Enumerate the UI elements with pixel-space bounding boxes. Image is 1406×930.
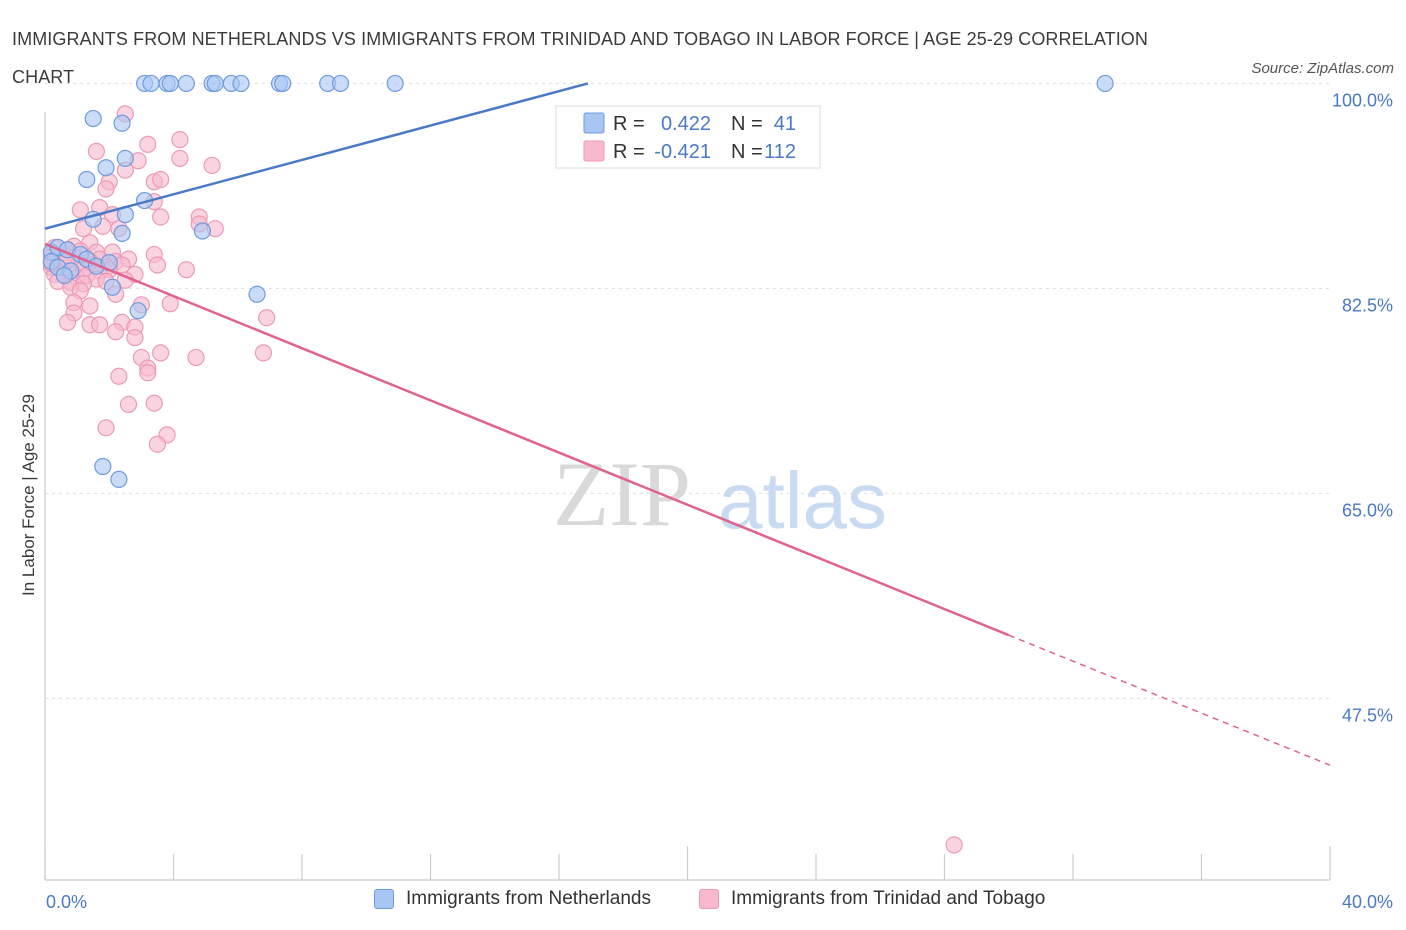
trinidad-point-74 (258, 309, 276, 327)
trinidad-point-70 (81, 297, 99, 315)
chart-title: IMMIGRANTS FROM NETHERLANDS VS IMMIGRANT… (12, 29, 1148, 87)
legend-item-netherlands: Immigrants from Netherlands (374, 888, 651, 910)
trinidad-point-77 (91, 316, 109, 334)
stats-n-value-1: 41 (774, 113, 796, 135)
stats-n-value-2: 112 (764, 141, 796, 163)
netherlands-point-16 (113, 114, 131, 132)
netherlands-point-12 (331, 74, 350, 93)
trinidad-point-87 (110, 367, 128, 385)
stats-r-value-1: 0.422 (661, 113, 711, 135)
axes (44, 112, 1331, 881)
netherlands-point-3 (161, 74, 179, 93)
netherlands-point-1 (142, 74, 160, 93)
tick-labels: 47.5% 65.0% 82.5% 100.0% 0.0% 40.0% (46, 90, 1393, 912)
trinidad-point-81 (126, 329, 144, 347)
legend-label-netherlands: Immigrants from Netherlands (406, 888, 651, 909)
x-tick-label-0: 0.0% (46, 892, 87, 912)
stats-r-label-1: R = (613, 113, 645, 135)
y-tick-label-3: 100.0% (1332, 90, 1393, 110)
trinidad-point-93 (148, 435, 167, 453)
stats-r-value-2: -0.421 (654, 141, 711, 163)
trinidad-point-1 (171, 131, 189, 149)
netherlands-point-39 (94, 457, 112, 476)
trinidad-point-10 (152, 170, 170, 189)
netherlands-point-40 (110, 470, 128, 488)
netherlands-point-8 (232, 74, 250, 93)
trend-line-netherlands (44, 82, 589, 230)
source-label: Source: ZipAtlas.com (1251, 60, 1394, 77)
trinidad-point-82 (152, 344, 170, 362)
y-tick-label-0: 47.5% (1342, 705, 1393, 725)
stats-n-label-1: N = (731, 113, 763, 135)
netherlands-point-38 (129, 302, 147, 320)
watermark: ZIP atlas (553, 443, 887, 545)
grid-lines (45, 82, 1330, 699)
netherlands-point-24 (113, 224, 131, 242)
trinidad-point-80 (107, 323, 125, 341)
netherlands-point-36 (103, 278, 122, 296)
trinidad-point-90 (145, 394, 163, 412)
trinidad-point-84 (187, 348, 205, 367)
trinidad-point-16 (152, 208, 170, 226)
netherlands-point-35 (55, 266, 73, 285)
trend-line-trinidad-extension (1008, 634, 1331, 766)
trinidad-point-45 (177, 261, 195, 279)
legend-item-trinidad: Immigrants from Trinidad and Tobago (699, 888, 1045, 910)
stats-n-label-2: N = (731, 141, 763, 163)
trinidad-point-4 (171, 149, 189, 167)
legend: Immigrants from Netherlands Immigrants f… (0, 888, 1406, 918)
trinidad-point-6 (203, 156, 221, 175)
trend-line-trinidad (44, 242, 1010, 637)
watermark-atlas: atlas (718, 456, 887, 545)
legend-swatch-pink (699, 889, 719, 909)
netherlands-point-4 (177, 74, 195, 93)
trinidad-point-2 (139, 135, 157, 153)
trinidad-point-88 (139, 364, 157, 382)
stats-swatch-blue (583, 112, 605, 134)
netherlands-point-15 (84, 109, 102, 128)
trinidad-point-75 (58, 313, 77, 331)
y-axis-label: In Labor Force | Age 25-29 (19, 394, 38, 596)
trinidad-point-3 (87, 142, 106, 160)
x-tick-label-1: 40.0% (1342, 892, 1393, 912)
stats-box: R = 0.422 N = 41 R = -0.421 N = 112 (555, 105, 821, 169)
y-tick-label-2: 82.5% (1342, 295, 1393, 315)
trinidad-point-94 (945, 836, 963, 854)
netherlands-point-6 (206, 74, 224, 93)
netherlands-point-13 (386, 74, 404, 93)
netherlands-point-18 (78, 170, 96, 189)
stats-swatch-pink (583, 140, 605, 162)
netherlands-point-17 (116, 149, 134, 167)
trinidad-point-11 (97, 180, 115, 198)
legend-label-trinidad: Immigrants from Trinidad and Tobago (731, 888, 1046, 909)
trinidad-point-91 (97, 419, 115, 437)
y-tick-label-1: 65.0% (1342, 500, 1393, 520)
netherlands-point-14 (1096, 74, 1114, 93)
legend-swatch-blue (374, 889, 394, 909)
stats-r-label-2: R = (613, 141, 645, 163)
trinidad-point-44 (148, 256, 167, 274)
trend-lines (44, 82, 1331, 766)
netherlands-point-10 (274, 74, 292, 93)
netherlands-point-23 (193, 222, 212, 240)
netherlands-point-37 (248, 285, 266, 303)
trinidad-point-89 (119, 395, 138, 413)
trinidad-point-85 (254, 344, 273, 362)
netherlands-point-19 (97, 159, 115, 177)
